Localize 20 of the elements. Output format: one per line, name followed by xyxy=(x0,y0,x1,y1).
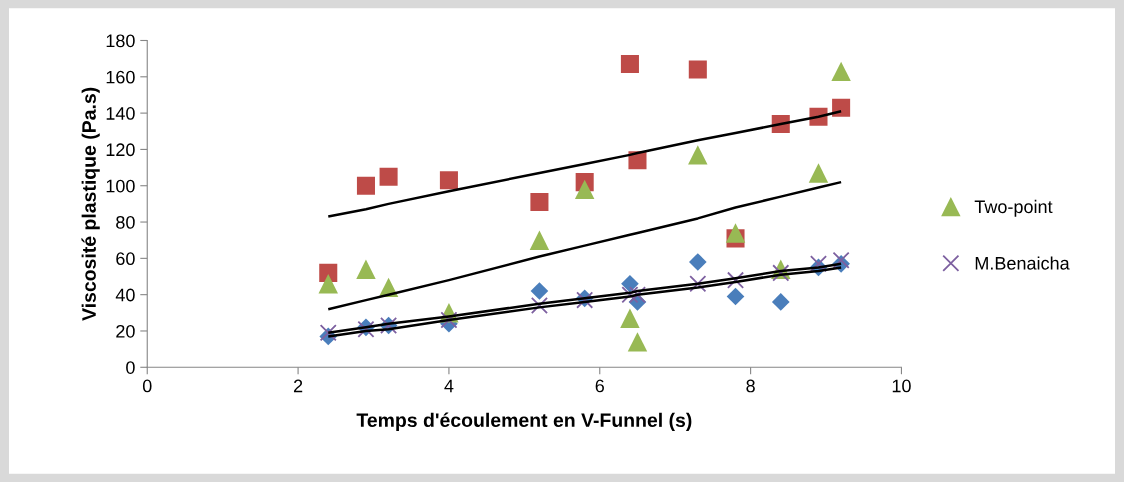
x-tick-label: 10 xyxy=(892,379,911,393)
y-tick-label: 120 xyxy=(106,143,135,157)
y-tick-label: 20 xyxy=(116,324,135,338)
y-tick-label: 160 xyxy=(106,70,135,84)
y-tick-label: 40 xyxy=(115,288,135,302)
y-tick-label: 0 xyxy=(126,361,135,374)
legend-label: Two-point xyxy=(974,199,1053,217)
y-tick-label: 80 xyxy=(116,215,135,229)
x-tick-label: 4 xyxy=(444,379,454,393)
y-tick-label: 140 xyxy=(106,107,135,120)
y-tick-label: 180 xyxy=(106,34,135,48)
x-tick-label: 2 xyxy=(293,379,303,393)
x-tick-label: 8 xyxy=(746,379,755,393)
x-tick-label: 0 xyxy=(142,379,152,393)
legend-label: M.Benaicha xyxy=(975,256,1070,270)
y-tick-label: 100 xyxy=(106,179,135,193)
x-tick-label: 6 xyxy=(595,379,604,393)
x-axis-title: Temps d'écoulement en V-Funnel (s) xyxy=(356,412,692,431)
y-tick-label: 60 xyxy=(116,252,135,266)
y-axis-title: Viscosité plastique (Pa.s) xyxy=(81,87,100,321)
